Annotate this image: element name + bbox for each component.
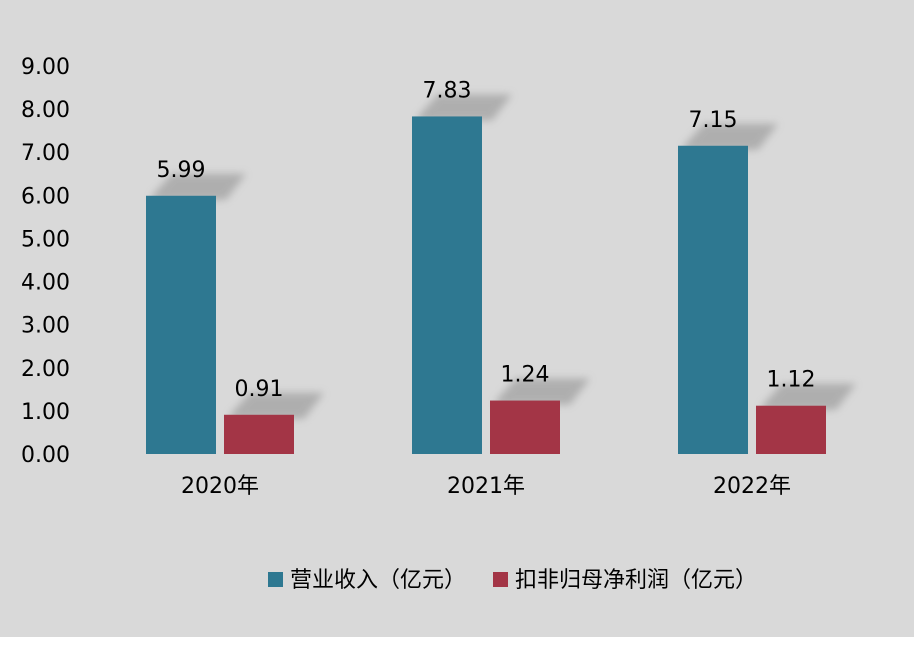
bar-revenue [146,196,216,454]
y-tick-label: 7.00 [21,141,70,166]
x-tick-label: 2020年 [181,474,259,499]
y-tick-label: 2.00 [21,357,70,382]
y-tick-label: 8.00 [21,98,70,123]
bar-revenue [412,116,482,454]
y-tick-label: 5.00 [21,227,70,252]
x-tick-label: 2021年 [447,474,525,499]
y-tick-label: 3.00 [21,314,70,339]
legend-swatch [493,572,508,587]
chart-panel: 0.00 1.00 2.00 3.00 4.00 5.00 6.00 7.00 8.00 9.00… [0,0,914,637]
data-label: 5.99 [157,158,206,183]
legend: 营业收入（亿元） 扣非归母净利润（亿元） [268,568,757,593]
y-tick-label: 1.00 [21,400,70,425]
data-label: 1.12 [767,368,816,393]
x-tick-label: 2022年 [713,474,791,499]
y-tick-label: 0.00 [21,443,70,468]
y-tick-label: 4.00 [21,271,70,296]
data-label: 7.15 [689,108,738,133]
bar-revenue [678,146,748,454]
bar-net-profit [224,415,294,454]
y-axis: 0.00 1.00 2.00 3.00 4.00 5.00 6.00 7.00 8.00 9.00 [21,55,70,468]
data-label: 0.91 [235,377,284,402]
legend-item: 营业收入（亿元） [268,568,466,593]
legend-item: 扣非归母净利润（亿元） [493,568,757,593]
data-label: 1.24 [501,363,550,388]
y-tick-label: 6.00 [21,184,70,209]
x-axis: 2020年 2021年 2022年 [181,474,791,499]
legend-swatch [268,572,283,587]
bar-net-profit [756,406,826,454]
legend-label: 扣非归母净利润（亿元） [515,568,757,593]
legend-label: 营业收入（亿元） [290,568,466,593]
bar-net-profit [490,401,560,454]
bar-chart: 0.00 1.00 2.00 3.00 4.00 5.00 6.00 7.00 8.00 9.00… [0,0,914,637]
y-tick-label: 9.00 [21,55,70,80]
data-label: 7.83 [423,78,472,103]
